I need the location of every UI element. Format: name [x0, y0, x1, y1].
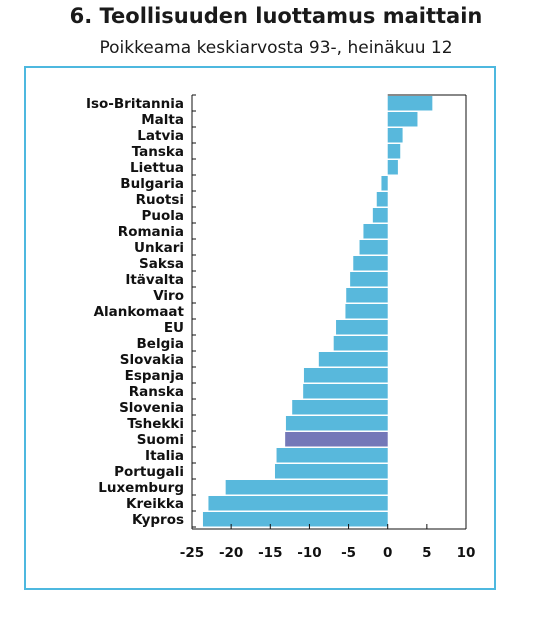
bar-itävalta — [350, 272, 388, 287]
category-label: Suomi — [137, 432, 184, 448]
x-tick-label: 0 — [383, 545, 392, 561]
bar-kypros — [202, 512, 388, 527]
category-label: Bulgaria — [120, 176, 184, 192]
bar-latvia — [387, 128, 403, 143]
category-label: Italia — [145, 448, 184, 464]
bar-eu — [336, 320, 388, 335]
category-label: Latvia — [137, 128, 184, 144]
category-label: Portugali — [114, 464, 184, 480]
bar-alankomaat — [345, 304, 388, 319]
bar-belgia — [333, 336, 388, 351]
category-label: Belgia — [137, 336, 184, 352]
x-tick-label: -25 — [180, 545, 204, 561]
bar-puola — [372, 208, 388, 223]
category-label: Saksa — [139, 256, 184, 272]
bar-tshekki — [285, 416, 388, 431]
category-label: Kypros — [132, 512, 184, 528]
category-label: Ruotsi — [136, 192, 184, 208]
category-label: Iso-Britannia — [86, 96, 184, 112]
bar-romania — [363, 224, 388, 239]
x-tick-label: 10 — [457, 545, 476, 561]
category-label: Viro — [153, 288, 184, 304]
category-label: Romania — [118, 224, 184, 240]
bar-unkari — [359, 240, 388, 255]
x-tick-label: 5 — [422, 545, 431, 561]
bar-suomi — [285, 432, 388, 447]
bar-iso-britannia — [387, 96, 433, 111]
category-label: Slovakia — [120, 352, 184, 368]
bar-bulgaria — [381, 176, 388, 191]
category-label: Itävalta — [125, 272, 184, 288]
bar-luxemburg — [225, 480, 388, 495]
bar-ruotsi — [376, 192, 388, 207]
bar-ranska — [303, 384, 388, 399]
bar-saksa — [353, 256, 388, 271]
bar-malta — [387, 112, 418, 127]
bar-italia — [276, 448, 388, 463]
category-label: Kreikka — [126, 496, 184, 512]
bar-slovakia — [318, 352, 388, 367]
x-tick-label: -20 — [219, 545, 243, 561]
category-label: Ranska — [129, 384, 184, 400]
x-tick-label: -10 — [297, 545, 321, 561]
bar-espanja — [303, 368, 388, 383]
x-tick-label: -15 — [258, 545, 282, 561]
category-label: Tshekki — [127, 416, 184, 432]
category-label: Tanska — [132, 144, 184, 160]
category-label: EU — [164, 320, 184, 336]
bar-slovenia — [292, 400, 388, 415]
chart-frame — [24, 66, 496, 590]
bar-kreikka — [208, 496, 388, 511]
category-label: Malta — [141, 112, 184, 128]
category-label: Unkari — [134, 240, 184, 256]
chart-subtitle: Poikkeama keskiarvosta 93-, heinäkuu 12 — [99, 38, 453, 58]
x-tick-label: -5 — [341, 545, 356, 561]
bar-tanska — [387, 144, 401, 159]
bar-viro — [346, 288, 388, 303]
category-label: Slovenia — [119, 400, 184, 416]
bar-portugali — [274, 464, 388, 479]
category-label: Puola — [141, 208, 184, 224]
category-label: Luxemburg — [98, 480, 184, 496]
bar-liettua — [387, 160, 398, 175]
category-label: Espanja — [125, 368, 184, 384]
category-label: Liettua — [130, 160, 184, 176]
category-label: Alankomaat — [94, 304, 185, 320]
chart-title: 6. Teollisuuden luottamus maittain — [69, 4, 483, 28]
